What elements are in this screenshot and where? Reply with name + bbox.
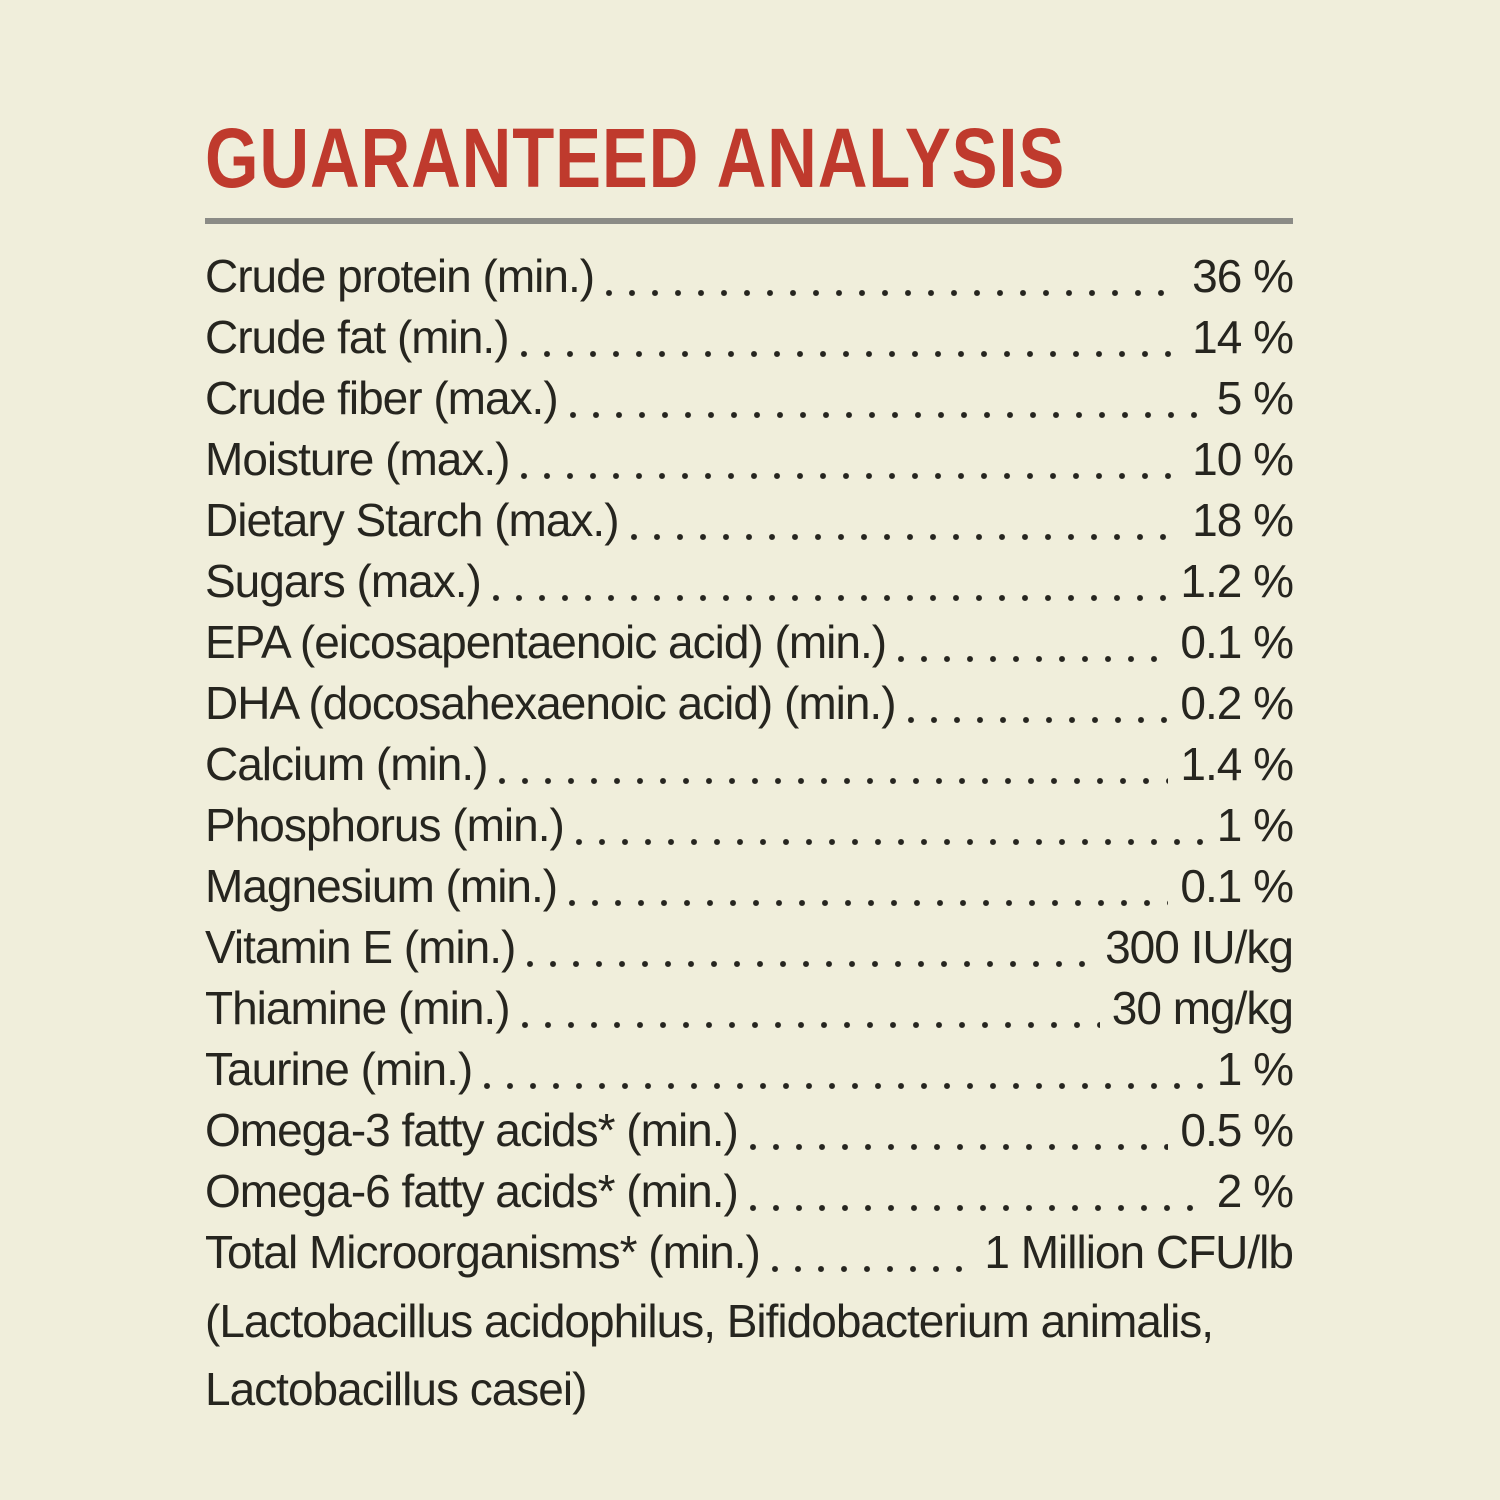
dot-leader [904,673,1173,734]
dot-leader [746,1100,1173,1161]
page-title: GUARANTEED ANALYSIS [205,111,1066,205]
dot-leader [566,368,1209,429]
table-row: Crude fiber (max.) 5 % [205,368,1294,429]
dot-leader [627,490,1185,551]
table-row: Calcium (min.) 1.4 % [205,734,1294,795]
nutrient-label: EPA (eicosapentaenoic acid) (min.) [205,616,887,668]
nutrient-value: 1.4 % [1180,738,1294,790]
dot-leader [517,429,1184,490]
nutrient-label: DHA (docosahexaenoic acid) (min.) [205,677,897,729]
nutrient-label: Dietary Starch (max.) [205,494,620,546]
dot-leader [746,1161,1209,1222]
nutrient-value: 14 % [1192,311,1294,363]
nutrient-value: 30 mg/kg [1111,982,1294,1034]
nutrient-label: Thiamine (min.) [205,982,511,1034]
nutrient-label: Taurine (min.) [205,1043,473,1095]
table-row: Total Microorganisms* (min.) 1 Million C… [205,1222,1294,1283]
dot-leader [517,307,1185,368]
dot-leader [572,795,1209,856]
dot-leader [489,551,1173,612]
nutrient-label: Sugars (max.) [205,555,482,607]
table-row: DHA (docosahexaenoic acid) (min.) 0.2 % [205,673,1294,734]
nutrient-label: Calcium (min.) [205,738,488,790]
microorganisms-footnote: (Lactobacillus acidophilus, Bifidobacter… [205,1287,1293,1423]
nutrient-value: 0.5 % [1180,1104,1294,1156]
nutrient-label: Vitamin E (min.) [205,921,516,973]
table-row: EPA (eicosapentaenoic acid) (min.) 0.1 % [205,612,1294,673]
analysis-table: Crude protein (min.) 36 % Crude fat (min… [205,246,1294,1283]
table-row: Dietary Starch (max.) 18 % [205,490,1294,551]
table-row: Taurine (min.) 1 % [205,1039,1294,1100]
nutrient-value: 0.1 % [1180,860,1294,912]
dot-leader [523,917,1097,978]
nutrient-value: 0.1 % [1180,616,1294,668]
nutrient-value: 18 % [1192,494,1294,546]
nutrient-label: Omega-3 fatty acids* (min.) [205,1104,739,1156]
nutrient-label: Crude protein (min.) [205,250,595,302]
dot-leader [518,978,1104,1039]
nutrient-label: Total Microorganisms* (min.) [205,1226,761,1278]
nutrient-value: 1 % [1216,799,1294,851]
nutrient-label: Crude fat (min.) [205,311,510,363]
dot-leader [768,1222,977,1283]
table-row: Vitamin E (min.) 300 IU/kg [205,917,1294,978]
table-row: Thiamine (min.) 30 mg/kg [205,978,1294,1039]
nutrient-value: 300 IU/kg [1105,921,1294,973]
footnote-line: Lactobacillus casei) [205,1363,587,1415]
table-row: Omega-6 fatty acids* (min.) 2 % [205,1161,1294,1222]
nutrient-value: 2 % [1216,1165,1294,1217]
nutrient-value: 1 Million CFU/lb [984,1226,1294,1278]
nutrient-value: 1.2 % [1180,555,1294,607]
nutrient-value: 1 % [1216,1043,1294,1095]
nutrient-label: Phosphorus (min.) [205,799,565,851]
nutrient-value: 36 % [1192,250,1294,302]
nutrient-value: 5 % [1216,372,1294,424]
dot-leader [565,856,1172,917]
dot-leader [495,734,1172,795]
guaranteed-analysis-panel: GUARANTEED ANALYSIS Crude protein (min.)… [205,111,1294,1423]
table-row: Crude fat (min.) 14 % [205,307,1294,368]
nutrient-label: Omega-6 fatty acids* (min.) [205,1165,739,1217]
table-row: Crude protein (min.) 36 % [205,246,1294,307]
dot-leader [480,1039,1209,1100]
nutrient-value: 0.2 % [1180,677,1294,729]
nutrient-value: 10 % [1192,433,1294,485]
nutrient-label: Crude fiber (max.) [205,372,559,424]
nutrient-label: Magnesium (min.) [205,860,558,912]
table-row: Magnesium (min.) 0.1 % [205,856,1294,917]
dot-leader [894,612,1172,673]
footnote-line: (Lactobacillus acidophilus, Bifidobacter… [205,1295,1214,1347]
table-row: Sugars (max.) 1.2 % [205,551,1294,612]
nutrient-label: Moisture (max.) [205,433,510,485]
title-divider [205,218,1293,224]
table-row: Omega-3 fatty acids* (min.) 0.5 % [205,1100,1294,1161]
table-row: Moisture (max.) 10 % [205,429,1294,490]
table-row: Phosphorus (min.) 1 % [205,795,1294,856]
dot-leader [602,246,1184,307]
